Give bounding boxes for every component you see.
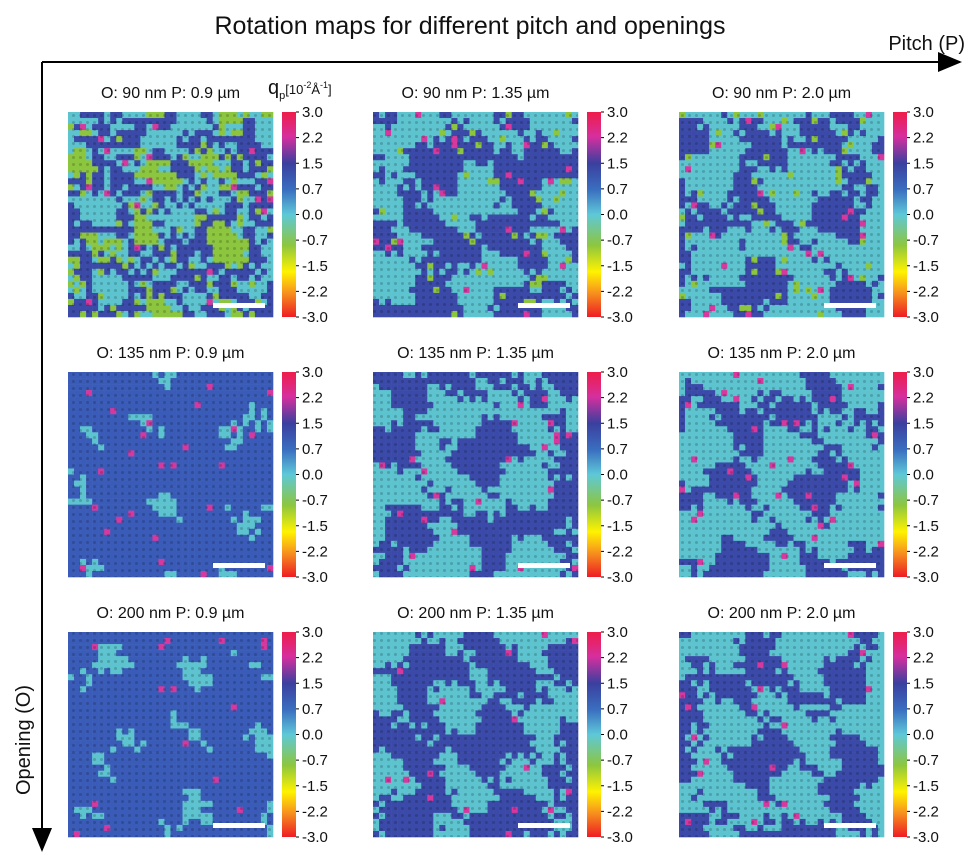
colorbar-tick-label: 0.0	[302, 467, 323, 484]
colorbar-tick-label: 3.0	[913, 104, 934, 121]
colorbar-tick-label: 2.2	[913, 130, 934, 147]
colorbar-tick-label: 2.2	[302, 130, 323, 147]
colorbar-tick-label: 0.0	[302, 207, 323, 224]
colorbar-tick-label: -0.7	[913, 232, 939, 249]
colorbar-tick-label: 1.5	[913, 155, 934, 172]
dot-overlay	[679, 112, 884, 317]
cb-symbol: q	[268, 77, 279, 99]
panel-title: O: 90 nm P: 0.9 µm	[101, 85, 240, 102]
colorbar-tick-label: 0.0	[607, 207, 628, 224]
colorbar-tick-label: 0.0	[913, 207, 934, 224]
colorbar-tick-label: -3.0	[913, 309, 939, 326]
x-axis-label: Pitch (P)	[888, 33, 965, 55]
colorbar	[587, 112, 601, 317]
panel-title: O: 90 nm P: 1.35 µm	[402, 85, 550, 102]
colorbar-tick-label: -2.2	[913, 283, 939, 300]
colorbar-tick-label: 0.7	[607, 181, 628, 198]
colorbar-tick-label: 1.5	[607, 155, 628, 172]
scale-bar	[213, 563, 265, 568]
colorbar-tick-label: -3.0	[302, 569, 328, 586]
colorbar-tick-label: -1.5	[913, 258, 939, 275]
cb-exp2: -1	[320, 80, 328, 90]
colorbar-tick-label: -0.7	[302, 232, 328, 249]
colorbar-tick-label: -1.5	[302, 258, 328, 275]
scale-bar	[824, 303, 876, 308]
colorbar-tick-label: 3.0	[302, 364, 323, 381]
colorbar	[282, 372, 296, 577]
colorbar-tick-label: -3.0	[607, 309, 633, 326]
y-axis-label: Opening (O)	[13, 685, 35, 795]
colorbar-tick-label: 2.2	[302, 390, 323, 407]
cb-unit2: Å	[311, 82, 320, 97]
dot-overlay	[373, 112, 578, 317]
colorbar-label: qp[10-2Å-1]	[268, 77, 332, 102]
colorbar-tick-label: -0.7	[302, 492, 328, 509]
dot-overlay	[68, 112, 273, 317]
panel-title: O: 135 nm P: 1.35 µm	[397, 345, 554, 362]
figure-title: Rotation maps for different pitch and op…	[215, 12, 726, 40]
colorbar-tick-label: 1.5	[302, 415, 323, 432]
colorbar-tick-label: 2.2	[607, 130, 628, 147]
colorbar-tick-label: 0.7	[913, 181, 934, 198]
colorbar	[893, 112, 907, 317]
colorbar-tick-label: -0.7	[607, 232, 633, 249]
colorbar-tick-label: -3.0	[302, 309, 328, 326]
dot-overlay	[68, 372, 273, 577]
colorbar-tick-label: 0.7	[302, 441, 323, 458]
colorbar	[282, 112, 296, 317]
colorbar-tick-label: 3.0	[302, 104, 323, 121]
colorbar-tick-label: 0.7	[302, 181, 323, 198]
colorbar-tick-label: -2.2	[607, 283, 633, 300]
colorbar-tick-label: 1.5	[302, 155, 323, 172]
panel-title: O: 90 nm P: 2.0 µm	[712, 85, 851, 102]
scale-bar	[213, 303, 265, 308]
colorbar-tick-label: -2.2	[302, 543, 328, 560]
colorbar-tick-label: -1.5	[302, 518, 328, 535]
scale-bar	[518, 303, 570, 308]
panel-title: O: 135 nm P: 0.9 µm	[97, 345, 245, 362]
cb-exp: -2	[303, 80, 311, 90]
colorbar-tick-label: -2.2	[302, 283, 328, 300]
cb-close: ]	[328, 82, 332, 97]
cb-unit: [10	[285, 82, 303, 97]
colorbar-tick-label: 3.0	[607, 104, 628, 121]
colorbar-tick-label: -1.5	[607, 258, 633, 275]
